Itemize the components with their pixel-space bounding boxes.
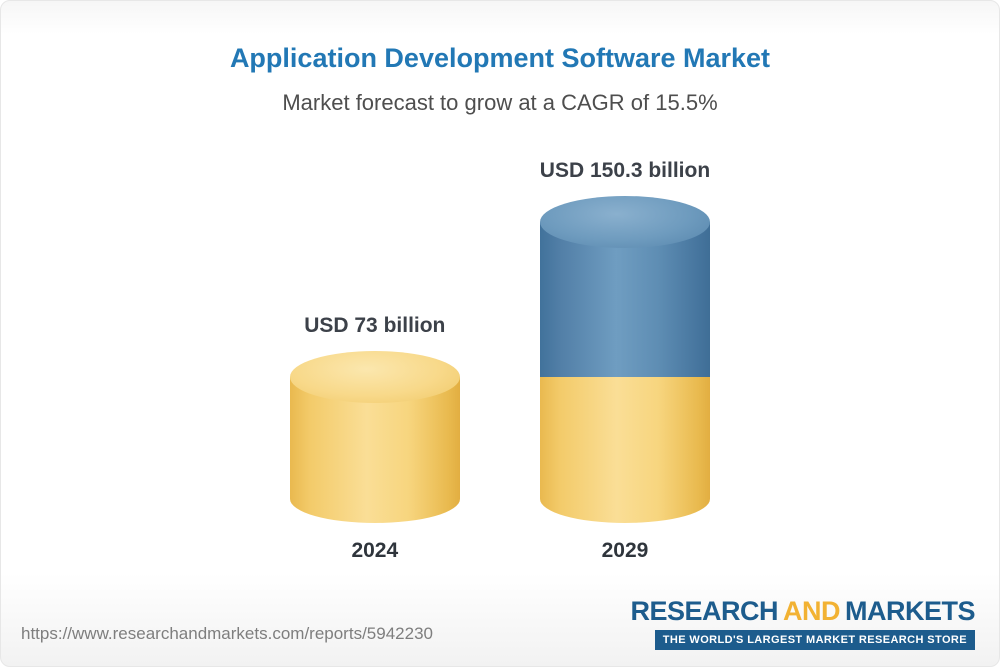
cylinder-top-ellipse xyxy=(539,196,710,249)
page-title: Application Development Software Market xyxy=(229,43,771,73)
cylinder-bar-chart: USD 73 billion 2024 USD 150.3 billion 20… xyxy=(1,141,999,563)
brand-logo-markets: MARKETS xyxy=(845,596,976,626)
year-label-2029: 2029 xyxy=(601,539,649,562)
brand-logo: RESEARCH AND MARKETS THE WORLD'S LARGEST M… xyxy=(630,598,976,650)
bar-group-2024: USD 73 billion 2024 xyxy=(289,314,460,563)
year-label-2024: 2024 xyxy=(351,539,399,562)
header: Application Development Software Market … xyxy=(1,1,999,116)
page-subtitle: Market forecast to grow at a CAGR of 15.… xyxy=(282,90,718,115)
value-label-2029: USD 150.3 billion xyxy=(539,159,711,183)
brand-tagline: THE WORLD'S LARGEST MARKET RESEARCH STOR… xyxy=(654,630,975,650)
cylinder-2029 xyxy=(539,196,710,523)
cylinder-top-ellipse xyxy=(289,351,460,403)
brand-logo-research: RESEARCH xyxy=(630,596,778,626)
brand-logo-and: AND xyxy=(783,596,841,626)
report-url: https://www.researchandmarkets.com/repor… xyxy=(21,624,433,643)
value-label-2024: USD 73 billion xyxy=(304,314,446,337)
cylinder-2024 xyxy=(289,351,460,523)
bar-group-2029: USD 150.3 billion 2029 xyxy=(540,159,710,563)
cylinder-segment-base xyxy=(539,377,710,523)
cylinder-segment-growth xyxy=(539,222,710,377)
brand-logo-wordmark: RESEARCH AND MARKETS xyxy=(630,598,975,625)
